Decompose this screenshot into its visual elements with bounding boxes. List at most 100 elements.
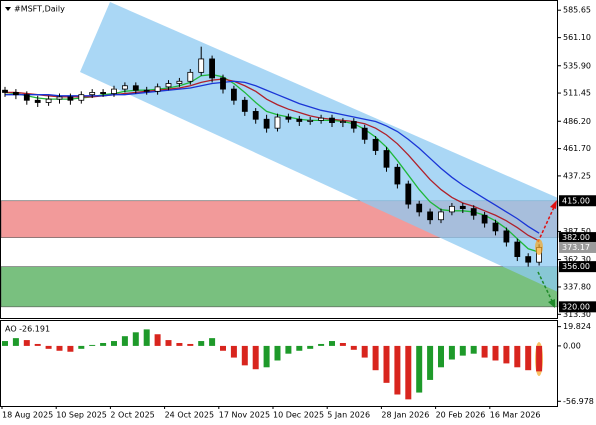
ao-bar xyxy=(372,345,379,371)
candle-body xyxy=(67,96,74,101)
ao-tick-label: 0.00 xyxy=(563,341,581,350)
up-arrow xyxy=(537,204,556,243)
candle-body xyxy=(209,58,216,79)
candle-body xyxy=(339,121,346,123)
level-label: 382.00 xyxy=(562,233,590,242)
candle-body xyxy=(2,89,8,93)
ao-bar xyxy=(383,345,390,383)
level-label: 356.00 xyxy=(562,262,590,271)
candle-body xyxy=(492,222,499,232)
candle-body xyxy=(111,88,117,94)
level-label-box xyxy=(559,241,596,253)
moving-average xyxy=(5,80,540,234)
x-tick-label: 16 Mar 2026 xyxy=(490,411,541,420)
candle-body xyxy=(514,241,521,257)
candle-body xyxy=(12,92,19,96)
ao-bar xyxy=(307,345,314,349)
ao-bar xyxy=(438,345,444,368)
y-tick-label: 437.25 xyxy=(563,171,591,180)
level-label-box xyxy=(559,261,596,273)
ao-bar xyxy=(56,345,63,351)
y-tick-label: 461.70 xyxy=(563,144,591,153)
candle-body xyxy=(132,85,139,91)
ao-bar xyxy=(2,341,8,346)
ao-bar xyxy=(448,345,455,360)
candle-body xyxy=(45,98,52,103)
candle-body xyxy=(307,119,314,122)
ao-bar xyxy=(274,345,281,361)
candle-body xyxy=(405,183,412,205)
candle-body xyxy=(372,138,379,151)
candle-body xyxy=(78,94,85,101)
level-label-box xyxy=(559,232,596,244)
candle-body xyxy=(187,71,194,82)
ao-bar xyxy=(350,345,357,350)
candle-body xyxy=(274,116,281,129)
candle-body xyxy=(318,117,325,121)
y-tick-label: 387.50 xyxy=(563,227,591,236)
zone xyxy=(0,266,559,308)
ao-bar xyxy=(78,345,85,349)
candle-body xyxy=(285,116,292,120)
moving-average xyxy=(5,78,540,242)
candle-body xyxy=(89,92,96,96)
x-tick-label: 24 Oct 2025 xyxy=(165,411,214,420)
ao-bar xyxy=(12,338,19,346)
ao-tick-label: -56.978 xyxy=(563,397,594,406)
ao-bar xyxy=(470,345,477,354)
ao-bar xyxy=(394,345,401,395)
x-tick-label: 5 Jan 2026 xyxy=(327,411,370,420)
ao-bar xyxy=(67,345,74,352)
ao-bar xyxy=(329,341,335,346)
candle-body xyxy=(220,77,226,90)
y-tick-label: 337.80 xyxy=(563,282,591,291)
ao-bar xyxy=(111,341,117,346)
candle-body xyxy=(56,96,63,100)
last-bar-marker xyxy=(535,239,543,255)
ao-bar xyxy=(503,345,510,364)
ao-title: AO -26.191 xyxy=(5,325,50,334)
y-tick-label: 362.30 xyxy=(563,255,591,264)
ao-bar xyxy=(230,345,237,358)
ao-bar xyxy=(296,345,303,351)
candle-body xyxy=(459,205,466,209)
level-label: 320.00 xyxy=(562,302,590,311)
y-tick-label: 585.65 xyxy=(563,6,591,15)
candle-body xyxy=(470,208,477,216)
ao-bar xyxy=(241,345,248,366)
ao-bar xyxy=(23,340,30,346)
candle-body xyxy=(394,166,401,185)
main-frame xyxy=(0,0,558,319)
ao-bar xyxy=(100,342,107,346)
ao-bar xyxy=(45,345,52,349)
candle-body xyxy=(263,118,270,129)
up-arrow-head xyxy=(550,200,557,209)
candle-body xyxy=(154,86,161,92)
candle-body xyxy=(241,99,248,112)
candle-body xyxy=(503,230,510,243)
candle-body xyxy=(427,211,434,221)
ao-bar xyxy=(525,345,532,371)
ao-bar xyxy=(405,345,412,400)
ao-bar xyxy=(285,345,292,354)
ao-bar xyxy=(263,345,270,368)
ao-bar xyxy=(132,332,139,346)
candle-body xyxy=(165,83,172,88)
candle-body xyxy=(383,150,390,168)
ao-bar xyxy=(176,342,183,346)
x-tick-label: 28 Jan 2026 xyxy=(381,411,429,420)
ao-frame xyxy=(0,320,558,407)
ao-bar xyxy=(514,345,521,368)
x-tick-label: 20 Feb 2026 xyxy=(436,411,486,420)
ao-bar xyxy=(361,345,368,358)
x-tick-label: 17 Nov 2025 xyxy=(219,411,270,420)
chart-title: #MSFT,Daily xyxy=(14,5,65,14)
candle-body xyxy=(416,203,423,213)
ao-bar xyxy=(89,344,96,346)
y-tick-label: 511.45 xyxy=(563,89,591,98)
y-tick-label: 486.20 xyxy=(563,117,591,126)
ao-bar xyxy=(416,345,423,393)
ao-bar xyxy=(143,329,150,346)
x-tick-label: 10 Sep 2025 xyxy=(56,411,107,420)
